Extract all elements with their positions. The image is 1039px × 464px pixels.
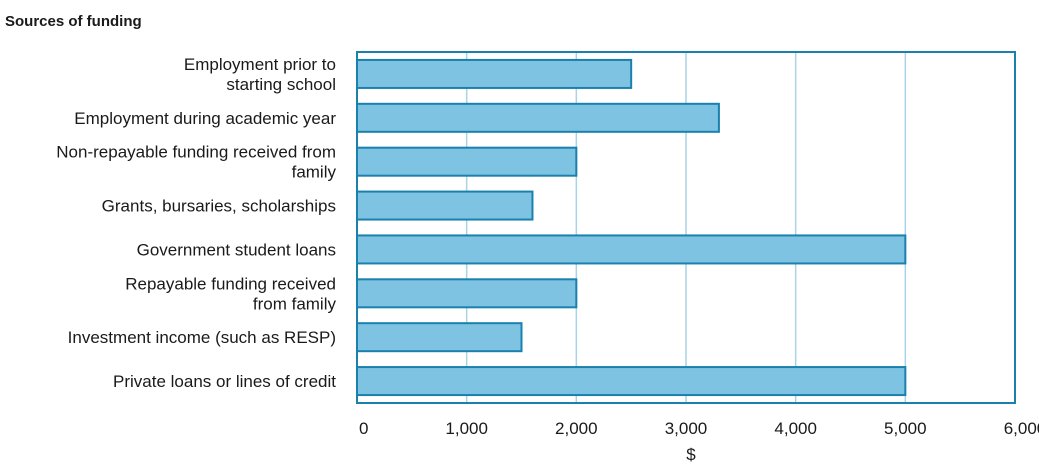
category-label: Repayable funding received from family: [125, 274, 336, 313]
bar: [356, 322, 523, 353]
bar: [356, 366, 907, 397]
category-label: Non-repayable funding received from famil…: [56, 143, 336, 182]
category-label: Private loans or lines of credit: [113, 372, 336, 391]
category-label-line: starting school: [226, 75, 336, 94]
category-label-line: Employment prior to: [184, 55, 336, 74]
chart-title: Sources of funding: [5, 13, 142, 30]
category-label-line: Private loans or lines of credit: [113, 372, 336, 391]
category-label-line: Non-repayable funding received from: [56, 143, 336, 162]
plot-frame: [356, 51, 1016, 404]
bar: [356, 278, 578, 309]
category-label-line: Grants, bursaries, scholarships: [102, 197, 336, 216]
category-label: Investment income (such as RESP): [68, 328, 336, 347]
bar: [356, 58, 633, 89]
x-tick-labels: 0 1,000 2,000 3,000 4,000 5,000 6,000: [359, 419, 1039, 438]
x-tick-label: 4,000: [774, 419, 817, 438]
x-tick-label: 5,000: [884, 419, 927, 438]
bars: [356, 58, 907, 397]
bar: [356, 190, 534, 221]
x-tick-label: 1,000: [445, 419, 488, 438]
bar: [356, 102, 720, 133]
bar: [356, 146, 578, 177]
category-label-line: Investment income (such as RESP): [68, 328, 336, 347]
category-label-line: Employment during academic year: [74, 109, 336, 128]
category-label-line: from family: [253, 294, 337, 313]
category-label: Employment prior to starting school: [184, 55, 336, 94]
category-label: Employment during academic year: [74, 109, 336, 128]
category-labels: Employment prior to starting schoolEmploy…: [56, 55, 336, 391]
category-label: Government student loans: [137, 240, 336, 259]
x-tick-label: 0: [359, 419, 368, 438]
x-tick-label: 2,000: [555, 419, 598, 438]
bar: [356, 234, 907, 265]
x-axis-title: $: [686, 445, 696, 464]
category-label-line: family: [292, 163, 337, 182]
x-tick-label: 3,000: [665, 419, 708, 438]
x-tick-label: 6,000: [1004, 419, 1039, 438]
category-label-line: Repayable funding received: [125, 274, 336, 293]
category-label-line: Government student loans: [137, 240, 336, 259]
category-label: Grants, bursaries, scholarships: [102, 197, 336, 216]
